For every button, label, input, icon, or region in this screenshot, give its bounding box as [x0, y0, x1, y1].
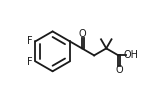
Text: OH: OH [123, 50, 138, 60]
Text: O: O [115, 65, 123, 75]
Text: F: F [27, 36, 33, 46]
Text: O: O [79, 29, 87, 39]
Text: F: F [27, 57, 33, 67]
